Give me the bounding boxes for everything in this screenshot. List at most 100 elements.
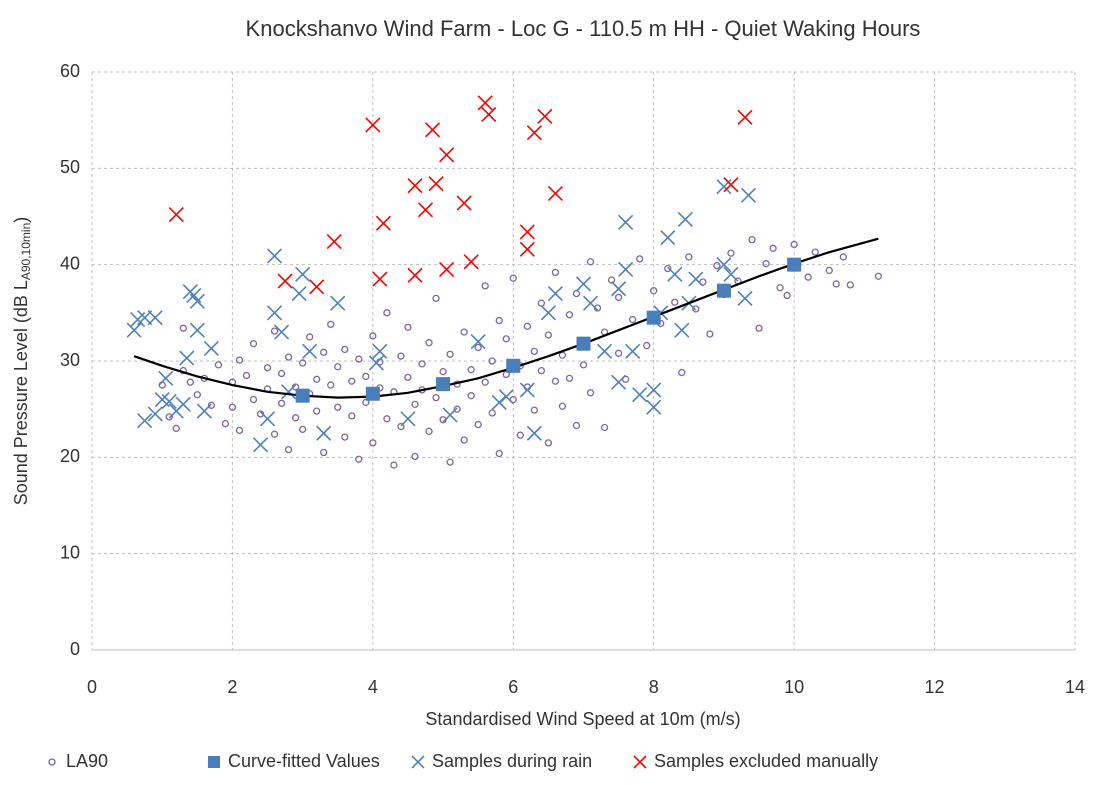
point [221, 419, 230, 428]
point [306, 333, 314, 341]
point [137, 310, 153, 326]
point [189, 293, 205, 309]
point [397, 422, 405, 431]
point [446, 350, 454, 358]
point [551, 268, 560, 277]
point [716, 257, 732, 273]
point [425, 427, 433, 435]
point [175, 396, 191, 412]
point [411, 452, 419, 461]
point [737, 290, 753, 306]
point [302, 343, 318, 359]
y-label-sub: A90,10min [19, 223, 33, 280]
point [783, 291, 791, 300]
point [186, 378, 194, 386]
point [375, 215, 391, 231]
point [417, 202, 434, 218]
point [755, 324, 763, 332]
point [790, 240, 798, 249]
point [643, 341, 651, 350]
y-tick-label: 30 [60, 350, 80, 370]
x-axis-label: Standardised Wind Speed at 10m (m/s) [425, 709, 740, 729]
legend-item: Samples excluded manually [633, 751, 878, 771]
point [270, 430, 279, 438]
y-tick-label: 0 [70, 639, 80, 659]
point [407, 267, 423, 283]
legend-label: Samples during rain [432, 751, 592, 771]
legend-item: LA90 [48, 751, 108, 771]
point [740, 187, 757, 203]
point [530, 406, 538, 414]
y-tick-label: 60 [60, 61, 80, 81]
point [519, 382, 535, 398]
point [463, 254, 479, 270]
point [625, 343, 641, 359]
x-tick-label: 0 [87, 677, 97, 697]
point [611, 281, 627, 297]
point [316, 425, 332, 441]
point [611, 374, 627, 390]
point [179, 324, 187, 332]
point [618, 261, 634, 278]
point [453, 405, 461, 413]
point [874, 272, 883, 280]
point [252, 437, 269, 453]
point [706, 330, 714, 338]
point [660, 230, 676, 246]
legend-marker [208, 756, 220, 768]
point [614, 293, 623, 302]
point [576, 336, 591, 351]
point [161, 393, 177, 410]
point [586, 389, 595, 397]
point [491, 394, 507, 410]
point [685, 253, 693, 261]
point [309, 279, 325, 295]
point [284, 353, 293, 361]
point [498, 389, 514, 405]
point [365, 386, 380, 401]
point [348, 412, 356, 420]
point [334, 363, 342, 371]
point [424, 122, 441, 138]
point [467, 366, 475, 374]
point [544, 439, 553, 447]
point [439, 261, 455, 278]
point [137, 413, 153, 429]
point [179, 350, 195, 366]
y-label-main: Sound Pressure Level (dB L [11, 280, 31, 505]
point [621, 375, 630, 383]
x-tick-label: 10 [784, 677, 804, 697]
point [189, 322, 205, 338]
point [390, 461, 398, 469]
point [544, 331, 553, 339]
point [650, 287, 658, 295]
point [281, 384, 297, 400]
point [326, 233, 342, 250]
legend-marker [48, 758, 56, 766]
point [811, 248, 819, 256]
x-tick-label: 6 [508, 677, 518, 697]
point [547, 286, 563, 302]
point [506, 358, 521, 373]
legend-marker [411, 755, 425, 769]
point [407, 178, 423, 194]
point [320, 348, 328, 356]
y-label-end: ) [11, 217, 31, 223]
point [330, 295, 346, 311]
point [646, 399, 662, 415]
y-axis-label: Sound Pressure Level (dB LA90,10min) [11, 217, 33, 506]
point [320, 448, 328, 457]
point [664, 264, 672, 273]
point [147, 310, 163, 326]
point [582, 295, 599, 311]
point [572, 421, 581, 430]
x-tick-label: 4 [368, 677, 378, 697]
point [362, 372, 370, 381]
point [618, 214, 634, 230]
point [547, 185, 563, 201]
point [259, 411, 276, 427]
point [383, 309, 391, 317]
point [460, 436, 468, 444]
chart-title: Knockshanvo Wind Farm - Loc G - 110.5 m … [246, 16, 921, 41]
